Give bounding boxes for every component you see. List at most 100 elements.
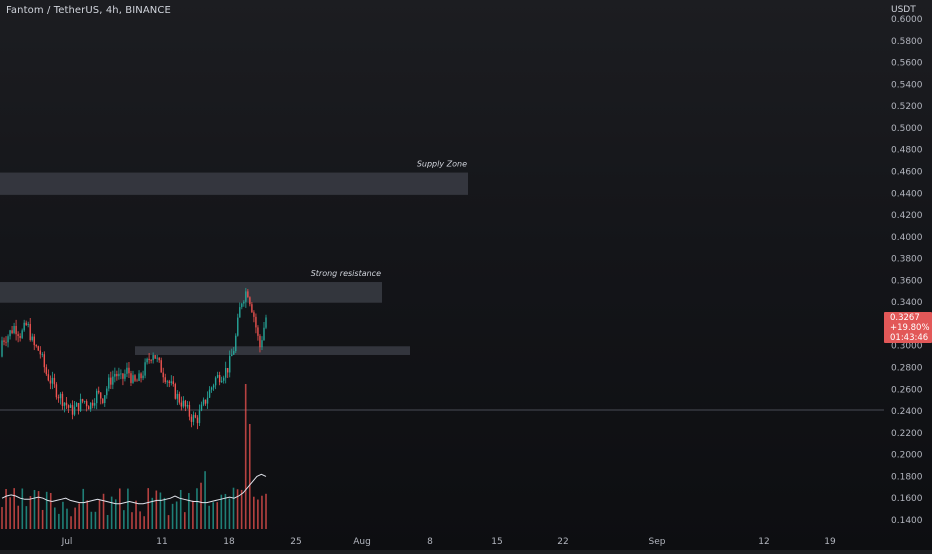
candle-body xyxy=(148,358,150,361)
candle-body xyxy=(19,336,21,338)
candle-body xyxy=(212,385,215,388)
y-tick-label: 0.2400 xyxy=(891,407,923,417)
zone-rect xyxy=(135,346,410,355)
candle-body xyxy=(253,312,255,317)
candle-body xyxy=(15,326,17,335)
candle-body xyxy=(204,399,207,404)
candle-body xyxy=(77,403,80,411)
volume-bar xyxy=(232,487,235,529)
y-tick-label: 0.3800 xyxy=(891,255,923,265)
candle-body xyxy=(144,362,146,376)
candle-body xyxy=(188,405,191,417)
candle-body xyxy=(31,336,33,341)
candle-body xyxy=(116,373,118,377)
candle-body xyxy=(168,381,170,383)
candle-body xyxy=(245,291,247,302)
candle-body xyxy=(5,341,7,343)
y-tick-label: 0.5400 xyxy=(891,80,923,90)
candle-body xyxy=(190,416,193,422)
volume-bar xyxy=(106,514,109,529)
volume-bar xyxy=(33,490,36,529)
candle-body xyxy=(91,402,94,406)
candle-body xyxy=(7,336,9,343)
volume-bar xyxy=(118,488,121,529)
candle-body xyxy=(241,303,243,308)
volume-bar xyxy=(135,500,137,529)
candle-body xyxy=(13,326,15,334)
candle-body xyxy=(265,317,267,328)
volume-bar xyxy=(86,500,89,529)
volume-bar xyxy=(58,513,60,529)
volume-bar xyxy=(253,496,255,529)
candle-body xyxy=(218,374,221,383)
candle-body xyxy=(53,377,56,385)
candle-body xyxy=(231,354,233,357)
candle-body xyxy=(176,393,179,399)
candle-body xyxy=(110,377,112,385)
candle-body xyxy=(229,356,231,373)
candle-body xyxy=(206,397,209,404)
candle-body xyxy=(89,402,92,410)
y-tick-label: 0.4000 xyxy=(891,233,923,243)
candle-body xyxy=(98,390,100,393)
price-unit: USDT xyxy=(891,5,916,15)
y-tick-label: 0.4600 xyxy=(891,167,923,177)
volume-bar xyxy=(147,488,150,529)
volume-bar xyxy=(200,482,202,529)
candle-body xyxy=(220,380,223,383)
candle-body xyxy=(184,400,187,407)
volume-bar xyxy=(90,511,93,529)
y-tick-label: 0.4800 xyxy=(891,146,923,156)
candle-body xyxy=(224,367,227,378)
candle-body xyxy=(142,375,144,379)
candle-body xyxy=(138,373,140,381)
y-tick-label: 0.4400 xyxy=(891,189,923,199)
candle-body xyxy=(247,291,249,298)
volume-bar xyxy=(41,509,44,529)
y-tick-label: 0.5600 xyxy=(891,59,923,69)
candle-body xyxy=(114,373,116,377)
candle-body xyxy=(237,317,239,336)
candle-body xyxy=(156,357,158,359)
candle-body xyxy=(87,406,90,410)
volume-bar xyxy=(179,489,182,529)
candle-body xyxy=(73,406,76,415)
candle-body xyxy=(222,377,225,381)
candle-body xyxy=(263,327,265,341)
candle-body xyxy=(17,334,19,337)
candle-body xyxy=(164,377,166,383)
volume-bar xyxy=(143,516,145,529)
candle-body xyxy=(174,384,177,399)
current-price: 0.3267 xyxy=(890,313,920,323)
candle-body xyxy=(194,414,197,418)
candle-body xyxy=(261,340,263,348)
volume-bar xyxy=(66,508,68,529)
candle-body xyxy=(150,360,152,361)
candle-body xyxy=(134,375,136,381)
volume-bar xyxy=(54,507,56,529)
candle-body xyxy=(37,346,39,351)
candle-body xyxy=(130,373,132,383)
y-tick-label: 0.2800 xyxy=(891,364,923,374)
candle-body xyxy=(210,387,213,390)
candle-body xyxy=(259,335,261,348)
volume-bar xyxy=(155,490,158,529)
candle-body xyxy=(170,381,172,383)
volume-bar xyxy=(188,493,190,529)
zone-label: Strong resistance xyxy=(311,269,381,278)
volume-bar xyxy=(21,488,24,529)
candle-body xyxy=(162,372,164,378)
volume-bar xyxy=(192,500,194,529)
candle-body xyxy=(202,399,205,405)
candle-body xyxy=(65,402,68,406)
volume-bar xyxy=(163,497,166,529)
zone-rect xyxy=(0,282,382,303)
y-tick-label: 0.2200 xyxy=(891,429,923,439)
x-tick-label: 11 xyxy=(156,537,167,547)
volume-bar xyxy=(70,516,72,529)
candle-body xyxy=(35,345,37,347)
volume-bar xyxy=(131,512,133,529)
current-price-tag: 0.3267 +19.80% 01:43:46 xyxy=(884,312,932,343)
